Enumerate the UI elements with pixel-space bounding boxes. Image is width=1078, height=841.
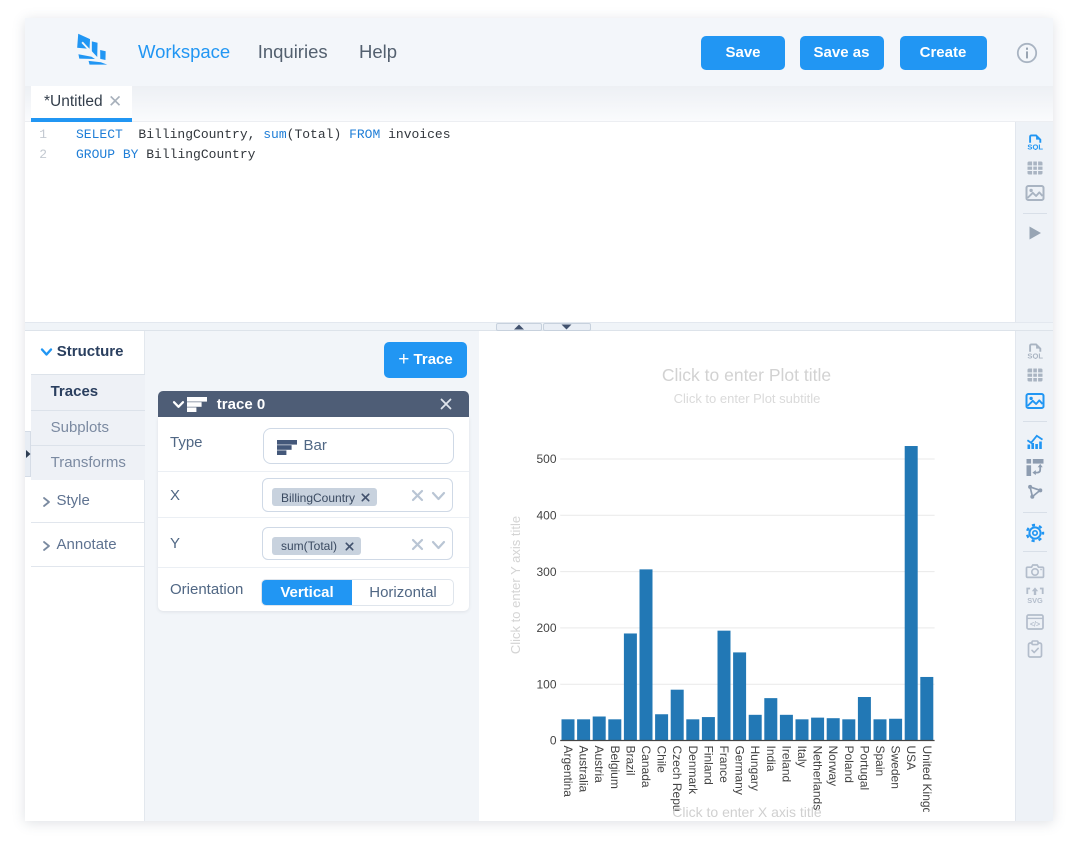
- svg-text:Sweden: Sweden: [889, 746, 903, 789]
- svg-text:Canada: Canada: [639, 746, 653, 788]
- svg-text:200: 200: [536, 621, 556, 635]
- svg-text:Finland: Finland: [701, 746, 715, 785]
- svg-text:Poland: Poland: [842, 746, 856, 783]
- svg-text:Click to enter X axis title: Click to enter X axis title: [672, 804, 822, 820]
- svg-text:Spain: Spain: [873, 746, 887, 777]
- svg-text:Argentina: Argentina: [561, 746, 575, 798]
- svg-text:Czech Republic: Czech Republic: [670, 746, 684, 822]
- svg-text:Australia: Australia: [577, 746, 591, 793]
- svg-text:</>: </>: [1029, 622, 1039, 629]
- svg-text:100: 100: [536, 677, 556, 691]
- svg-text:Ireland: Ireland: [779, 746, 793, 783]
- svg-text:France: France: [717, 746, 731, 784]
- svg-text:Chile: Chile: [655, 746, 669, 774]
- svg-text:Netherlands: Netherlands: [811, 746, 825, 811]
- svg-text:Click to enter Y axis title: Click to enter Y axis title: [508, 516, 523, 654]
- svg-text:Click to enter Plot subtitle: Click to enter Plot subtitle: [674, 391, 821, 406]
- svg-text:Brazil: Brazil: [623, 746, 637, 776]
- svg-text:Portugal: Portugal: [857, 746, 871, 791]
- svg-text:300: 300: [536, 565, 556, 579]
- svg-text:Germany: Germany: [733, 746, 747, 795]
- svg-text:500: 500: [536, 452, 556, 466]
- svg-text:Hungary: Hungary: [748, 746, 762, 791]
- svg-text:United Kingdom: United Kingdom: [920, 746, 934, 822]
- svg-text:SVG: SVG: [1027, 596, 1043, 604]
- svg-text:SQL: SQL: [1027, 351, 1043, 359]
- svg-text:0: 0: [550, 734, 557, 748]
- svg-text:Norway: Norway: [826, 746, 840, 787]
- svg-text:India: India: [764, 746, 778, 772]
- svg-text:SQL: SQL: [1027, 142, 1043, 150]
- svg-text:Italy: Italy: [795, 746, 809, 768]
- svg-text:USA: USA: [904, 746, 918, 771]
- svg-text:Denmark: Denmark: [686, 746, 700, 796]
- svg-text:400: 400: [536, 509, 556, 523]
- svg-text:Belgium: Belgium: [608, 746, 622, 789]
- svg-text:Austria: Austria: [592, 746, 606, 784]
- svg-text:Click to enter Plot title: Click to enter Plot title: [662, 365, 831, 385]
